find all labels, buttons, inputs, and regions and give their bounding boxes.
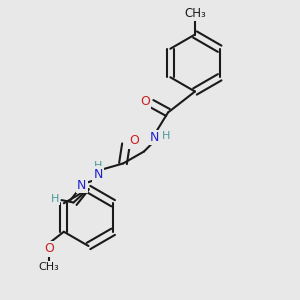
Text: H: H [51,194,59,204]
Text: O: O [140,94,150,108]
Text: N: N [94,167,103,181]
Text: N: N [150,131,159,144]
Text: H: H [161,131,170,141]
Text: N: N [77,179,87,192]
Text: O: O [44,242,54,255]
Text: O: O [130,134,139,148]
Text: CH₃: CH₃ [184,7,206,20]
Text: H: H [94,161,103,171]
Text: CH₃: CH₃ [38,262,59,272]
